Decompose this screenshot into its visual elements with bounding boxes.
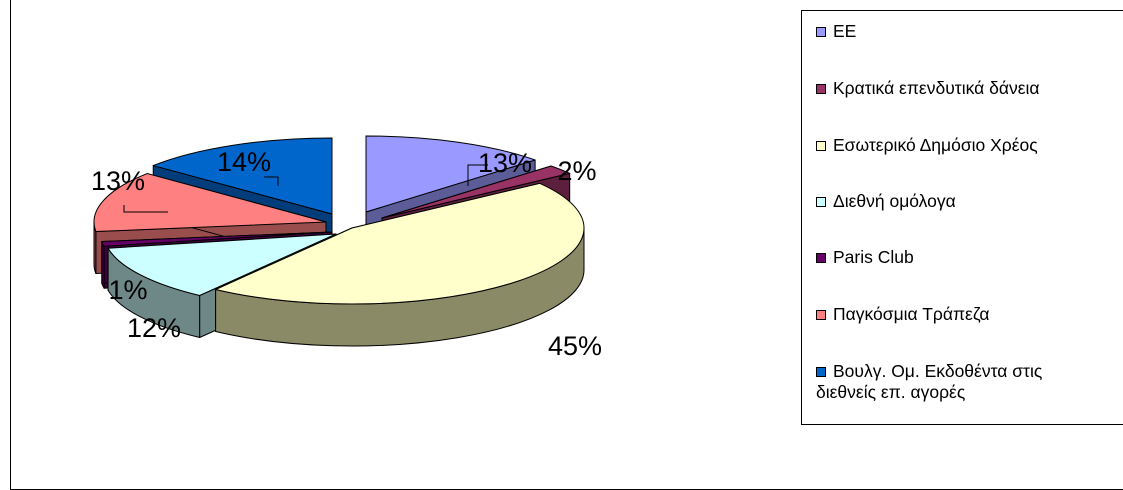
- pie-slice-1: [381, 165, 571, 219]
- leader-line-6: [264, 176, 279, 186]
- legend-label: Βουλγ. Ομ. Εκδοθέντα στις διεθνείς επ. αγ…: [816, 361, 1123, 403]
- legend-swatch: [816, 310, 826, 320]
- pie-slice-6: [152, 137, 333, 215]
- data-label-5: 13%: [91, 166, 145, 196]
- data-label-2: 45%: [548, 331, 602, 361]
- pie-slice-5: [93, 173, 327, 233]
- legend-swatch: [816, 141, 826, 151]
- pie-slice-3: [107, 233, 337, 296]
- data-label-1: 2%: [557, 156, 596, 186]
- legend-swatch: [816, 27, 826, 37]
- legend-label: Διεθνή ομόλογα: [833, 191, 956, 211]
- data-label-4: 1%: [108, 275, 147, 305]
- pie-slice-2: [215, 182, 585, 305]
- legend: ΕΕ Κρατικά επενδυτικά δάνεια Εσωτερικό Δημ…: [801, 10, 1123, 425]
- pie-slice-4: [101, 231, 333, 247]
- legend-label: Κρατικά επενδυτικά δάνεια: [833, 78, 1040, 98]
- slice-side-4-0: [101, 241, 105, 289]
- data-label-0: 13%: [478, 148, 532, 178]
- legend-swatch: [816, 84, 826, 94]
- legend-swatch: [816, 253, 826, 263]
- legend-label: ΕΕ: [833, 21, 857, 41]
- legend-label: Παγκόσμια Τράπεζα: [833, 304, 990, 324]
- data-label-6: 14%: [217, 147, 271, 177]
- legend-label: Paris Club: [833, 247, 914, 267]
- data-label-3: 12%: [127, 313, 181, 343]
- legend-label-line: Βουλγ. Ομ. Εκδοθέντα στις: [833, 361, 1043, 381]
- legend-label: Εσωτερικό Δημόσιο Χρέος: [833, 135, 1038, 155]
- leader-line-0: [467, 164, 488, 186]
- legend-swatch: [816, 367, 826, 377]
- leader-line-5: [123, 205, 168, 213]
- legend-label-line: διεθνείς επ. αγορές: [816, 382, 966, 402]
- legend-swatch: [816, 197, 826, 207]
- pie-slice-0: [365, 135, 536, 213]
